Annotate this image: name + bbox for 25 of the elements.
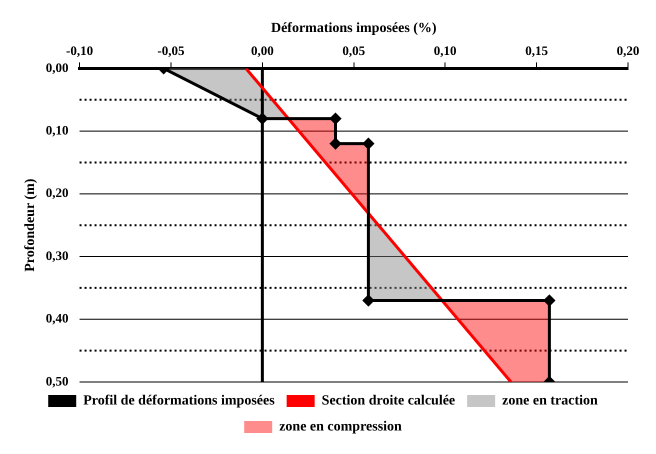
- point: [256, 113, 268, 124]
- legend-label: Section droite calculée: [322, 394, 456, 409]
- legend-label: Profil de déformations imposées: [83, 394, 276, 409]
- point: [362, 294, 374, 306]
- x-tick-label: -0,05: [157, 42, 185, 58]
- x-axis-title: Déformations imposées (%): [270, 21, 437, 36]
- x-tick-label: 0,05: [342, 42, 366, 58]
- y-tick-label: 0,00: [46, 60, 69, 75]
- y-tick-label: 0,30: [46, 248, 69, 263]
- y-tick-label: 0,50: [46, 373, 69, 388]
- legend-label: zone en compression: [279, 420, 402, 435]
- y-tick-label: 0,20: [46, 185, 69, 200]
- x-tick-label: 0,20: [616, 42, 640, 58]
- x-tick-label: 0,00: [250, 42, 274, 58]
- x-tick-label: 0,10: [434, 42, 457, 58]
- y-axis-title: Profondeur (m): [23, 178, 38, 272]
- x-tick-label: -0,10: [66, 42, 94, 58]
- y-tick-label: 0,40: [46, 310, 69, 326]
- point: [330, 138, 341, 150]
- point: [362, 138, 374, 150]
- y-tick-label: 0,10: [46, 122, 69, 138]
- point: [330, 113, 341, 124]
- x-tick-label: 0,15: [525, 42, 548, 58]
- point: [544, 294, 555, 306]
- legend-label: zone en traction: [502, 394, 598, 409]
